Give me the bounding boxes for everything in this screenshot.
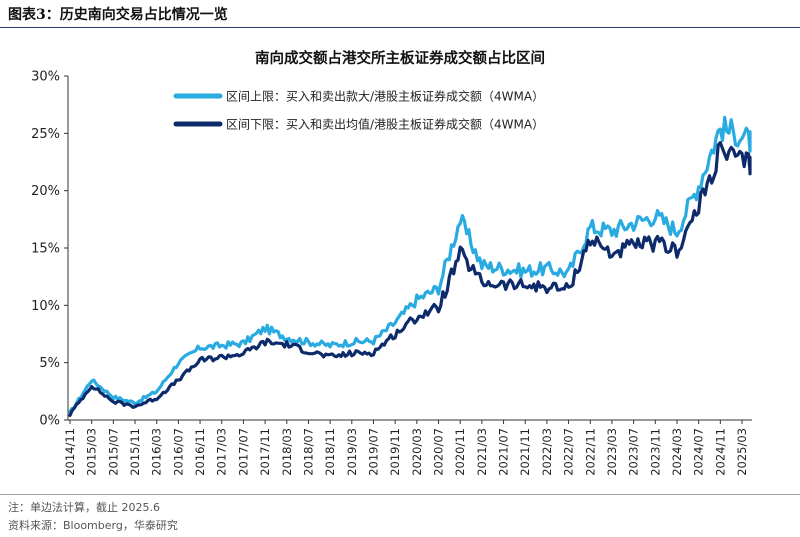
footer: 注：单边法计算，截止 2025.6 资料来源：Bloomberg，华泰研究 bbox=[0, 494, 800, 532]
legend-label-2: 区间下限：买入和卖出均值/港股主板证券成交额（4WMA） bbox=[226, 117, 544, 132]
x-tick-label: 2015/07 bbox=[106, 428, 120, 476]
y-tick-label: 25% bbox=[31, 127, 60, 142]
x-tick-label: 2020/03 bbox=[410, 428, 424, 476]
x-tick-label: 2024/11 bbox=[713, 428, 727, 476]
x-tick-label: 2019/07 bbox=[366, 428, 380, 476]
figure-header: 图表3：历史南向交易占比情况一览 bbox=[0, 0, 800, 28]
x-tick-label: 2025/03 bbox=[735, 428, 749, 476]
figure-title: 图表3：历史南向交易占比情况一览 bbox=[8, 7, 228, 23]
y-tick-label: 10% bbox=[31, 299, 60, 314]
x-tick-label: 2022/11 bbox=[583, 428, 597, 476]
x-tick-label: 2016/07 bbox=[171, 428, 185, 476]
x-tick-label: 2021/07 bbox=[497, 428, 511, 476]
x-tick-label: 2014/11 bbox=[63, 428, 77, 476]
x-tick-label: 2024/03 bbox=[670, 428, 684, 476]
x-tick-label: 2023/11 bbox=[648, 428, 662, 476]
x-tick-label: 2016/11 bbox=[193, 428, 207, 476]
x-tick-label: 2019/11 bbox=[388, 428, 402, 476]
x-tick-label: 2017/07 bbox=[236, 428, 250, 476]
chart-title: 南向成交额占港交所主板证券成交额占比区间 bbox=[255, 51, 545, 67]
x-tick-label: 2023/03 bbox=[605, 428, 619, 476]
y-tick-label: 0% bbox=[39, 414, 60, 429]
x-tick-label: 2021/11 bbox=[518, 428, 532, 476]
x-tick-label: 2015/11 bbox=[128, 428, 142, 476]
x-tick-label: 2017/11 bbox=[258, 428, 272, 476]
x-tick-label: 2018/11 bbox=[323, 428, 337, 476]
legend-label-1: 区间上限：买入和卖出款大/港股主板证券成交额（4WMA） bbox=[226, 89, 544, 104]
x-tick-label: 2018/03 bbox=[280, 428, 294, 476]
x-tick-label: 2020/11 bbox=[453, 428, 467, 476]
x-tick-label: 2017/03 bbox=[215, 428, 229, 476]
y-tick-label: 15% bbox=[31, 242, 60, 257]
footnote: 注：单边法计算，截止 2025.6 bbox=[8, 501, 160, 514]
x-tick-label: 2020/07 bbox=[432, 428, 446, 476]
x-tick-label: 2023/07 bbox=[627, 428, 641, 476]
x-tick-label: 2022/07 bbox=[562, 428, 576, 476]
series-line-2 bbox=[68, 141, 752, 417]
x-tick-label: 2024/07 bbox=[692, 428, 706, 476]
x-tick-label: 2016/03 bbox=[150, 428, 164, 476]
source-note: 资料来源：Bloomberg，华泰研究 bbox=[8, 519, 178, 532]
y-tick-label: 5% bbox=[39, 356, 60, 371]
x-tick-label: 2022/03 bbox=[540, 428, 554, 476]
series-line-1 bbox=[68, 115, 752, 414]
y-tick-label: 30% bbox=[31, 70, 60, 85]
x-tick-label: 2018/07 bbox=[301, 428, 315, 476]
x-tick-label: 2019/03 bbox=[345, 428, 359, 476]
y-tick-label: 20% bbox=[31, 184, 60, 199]
x-tick-label: 2021/03 bbox=[475, 428, 489, 476]
x-tick-label: 2015/03 bbox=[85, 428, 99, 476]
